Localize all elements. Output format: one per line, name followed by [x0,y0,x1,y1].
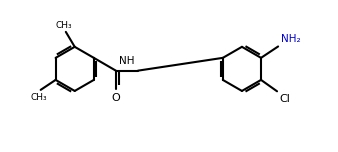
Text: NH₂: NH₂ [281,34,300,44]
Text: NH: NH [119,56,135,66]
Text: CH₃: CH₃ [56,21,72,30]
Text: Cl: Cl [279,94,290,104]
Text: O: O [112,93,120,103]
Text: CH₃: CH₃ [30,93,47,102]
